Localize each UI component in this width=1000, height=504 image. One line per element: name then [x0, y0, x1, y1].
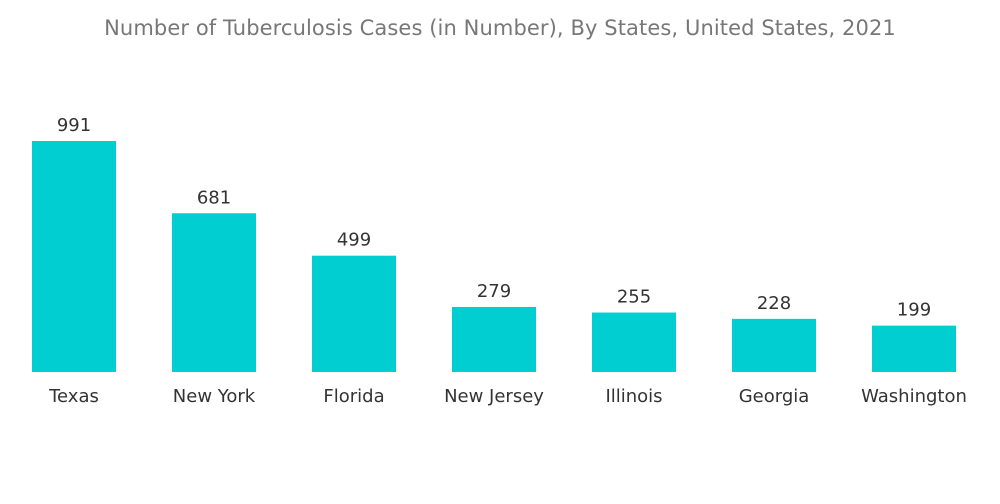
category-label-new-york: New York	[173, 386, 256, 407]
value-label-washington: 199	[897, 300, 931, 321]
value-label-texas: 991	[57, 115, 91, 136]
bar-georgia	[732, 318, 816, 372]
bar-washington	[872, 325, 956, 372]
bars-group	[32, 141, 956, 372]
bar-texas	[32, 141, 116, 372]
category-label-illinois: Illinois	[605, 386, 662, 407]
value-label-new-jersey: 279	[477, 281, 511, 302]
category-label-florida: Florida	[323, 386, 384, 407]
category-label-texas: Texas	[48, 386, 99, 407]
chart-title: Number of Tuberculosis Cases (in Number)…	[104, 16, 896, 40]
category-label-washington: Washington	[861, 386, 967, 407]
bar-florida	[312, 255, 396, 372]
value-labels-group: 991 681 499 279 255 228 199	[57, 115, 931, 321]
bar-new-jersey	[452, 306, 536, 372]
category-label-georgia: Georgia	[739, 386, 810, 407]
value-label-new-york: 681	[197, 187, 231, 208]
category-labels-group: Texas New York Florida New Jersey Illinois Ge…	[48, 386, 967, 407]
bar-new-york	[172, 213, 256, 372]
category-label-new-jersey: New Jersey	[444, 386, 544, 407]
bar-illinois	[592, 312, 676, 372]
value-label-georgia: 228	[757, 293, 791, 314]
value-label-florida: 499	[337, 230, 371, 251]
value-label-illinois: 255	[617, 287, 651, 308]
